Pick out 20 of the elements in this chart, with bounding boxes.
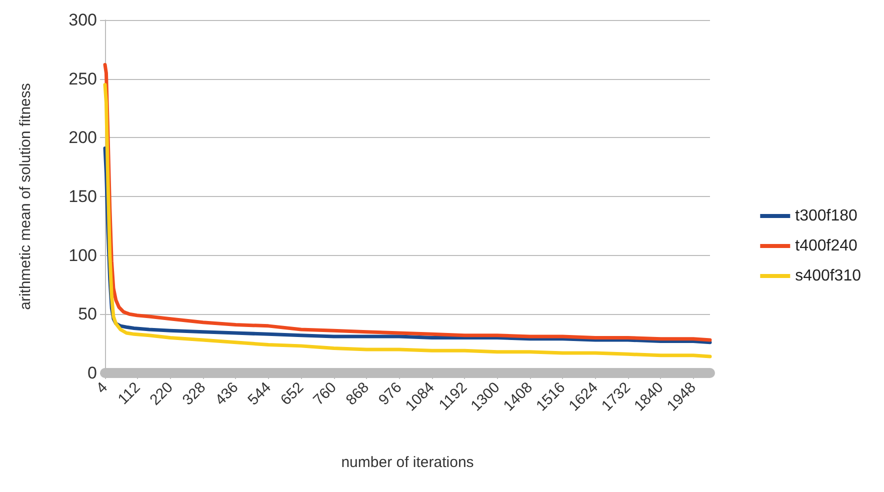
y-tick-label: 100 — [68, 246, 97, 265]
x-tick-label: 436 — [212, 378, 242, 409]
y-tick-label: 300 — [68, 10, 97, 30]
y-tick-label: 150 — [68, 187, 97, 206]
legend-label: s400f310 — [795, 268, 862, 284]
legend-label: t300f180 — [795, 208, 858, 224]
x-axis-title: number of iterations — [341, 454, 474, 471]
y-tick-label: 50 — [78, 304, 97, 324]
x-tick-label: 544 — [244, 378, 274, 409]
x-tick-label: 220 — [146, 378, 176, 409]
x-tick-label: 976 — [375, 378, 406, 409]
y-tick-label: 200 — [68, 128, 97, 148]
x-tick-label: 868 — [342, 378, 372, 409]
y-tick-label: 250 — [68, 69, 97, 88]
y-axis-title: arithmetic mean of solution fitness — [17, 83, 34, 310]
x-tick-label: 760 — [310, 378, 340, 409]
x-tick-label: 328 — [179, 378, 210, 409]
x-tick-label: 652 — [277, 378, 308, 409]
legend-label: t400f240 — [795, 238, 858, 254]
x-tick-label: 112 — [114, 378, 144, 408]
